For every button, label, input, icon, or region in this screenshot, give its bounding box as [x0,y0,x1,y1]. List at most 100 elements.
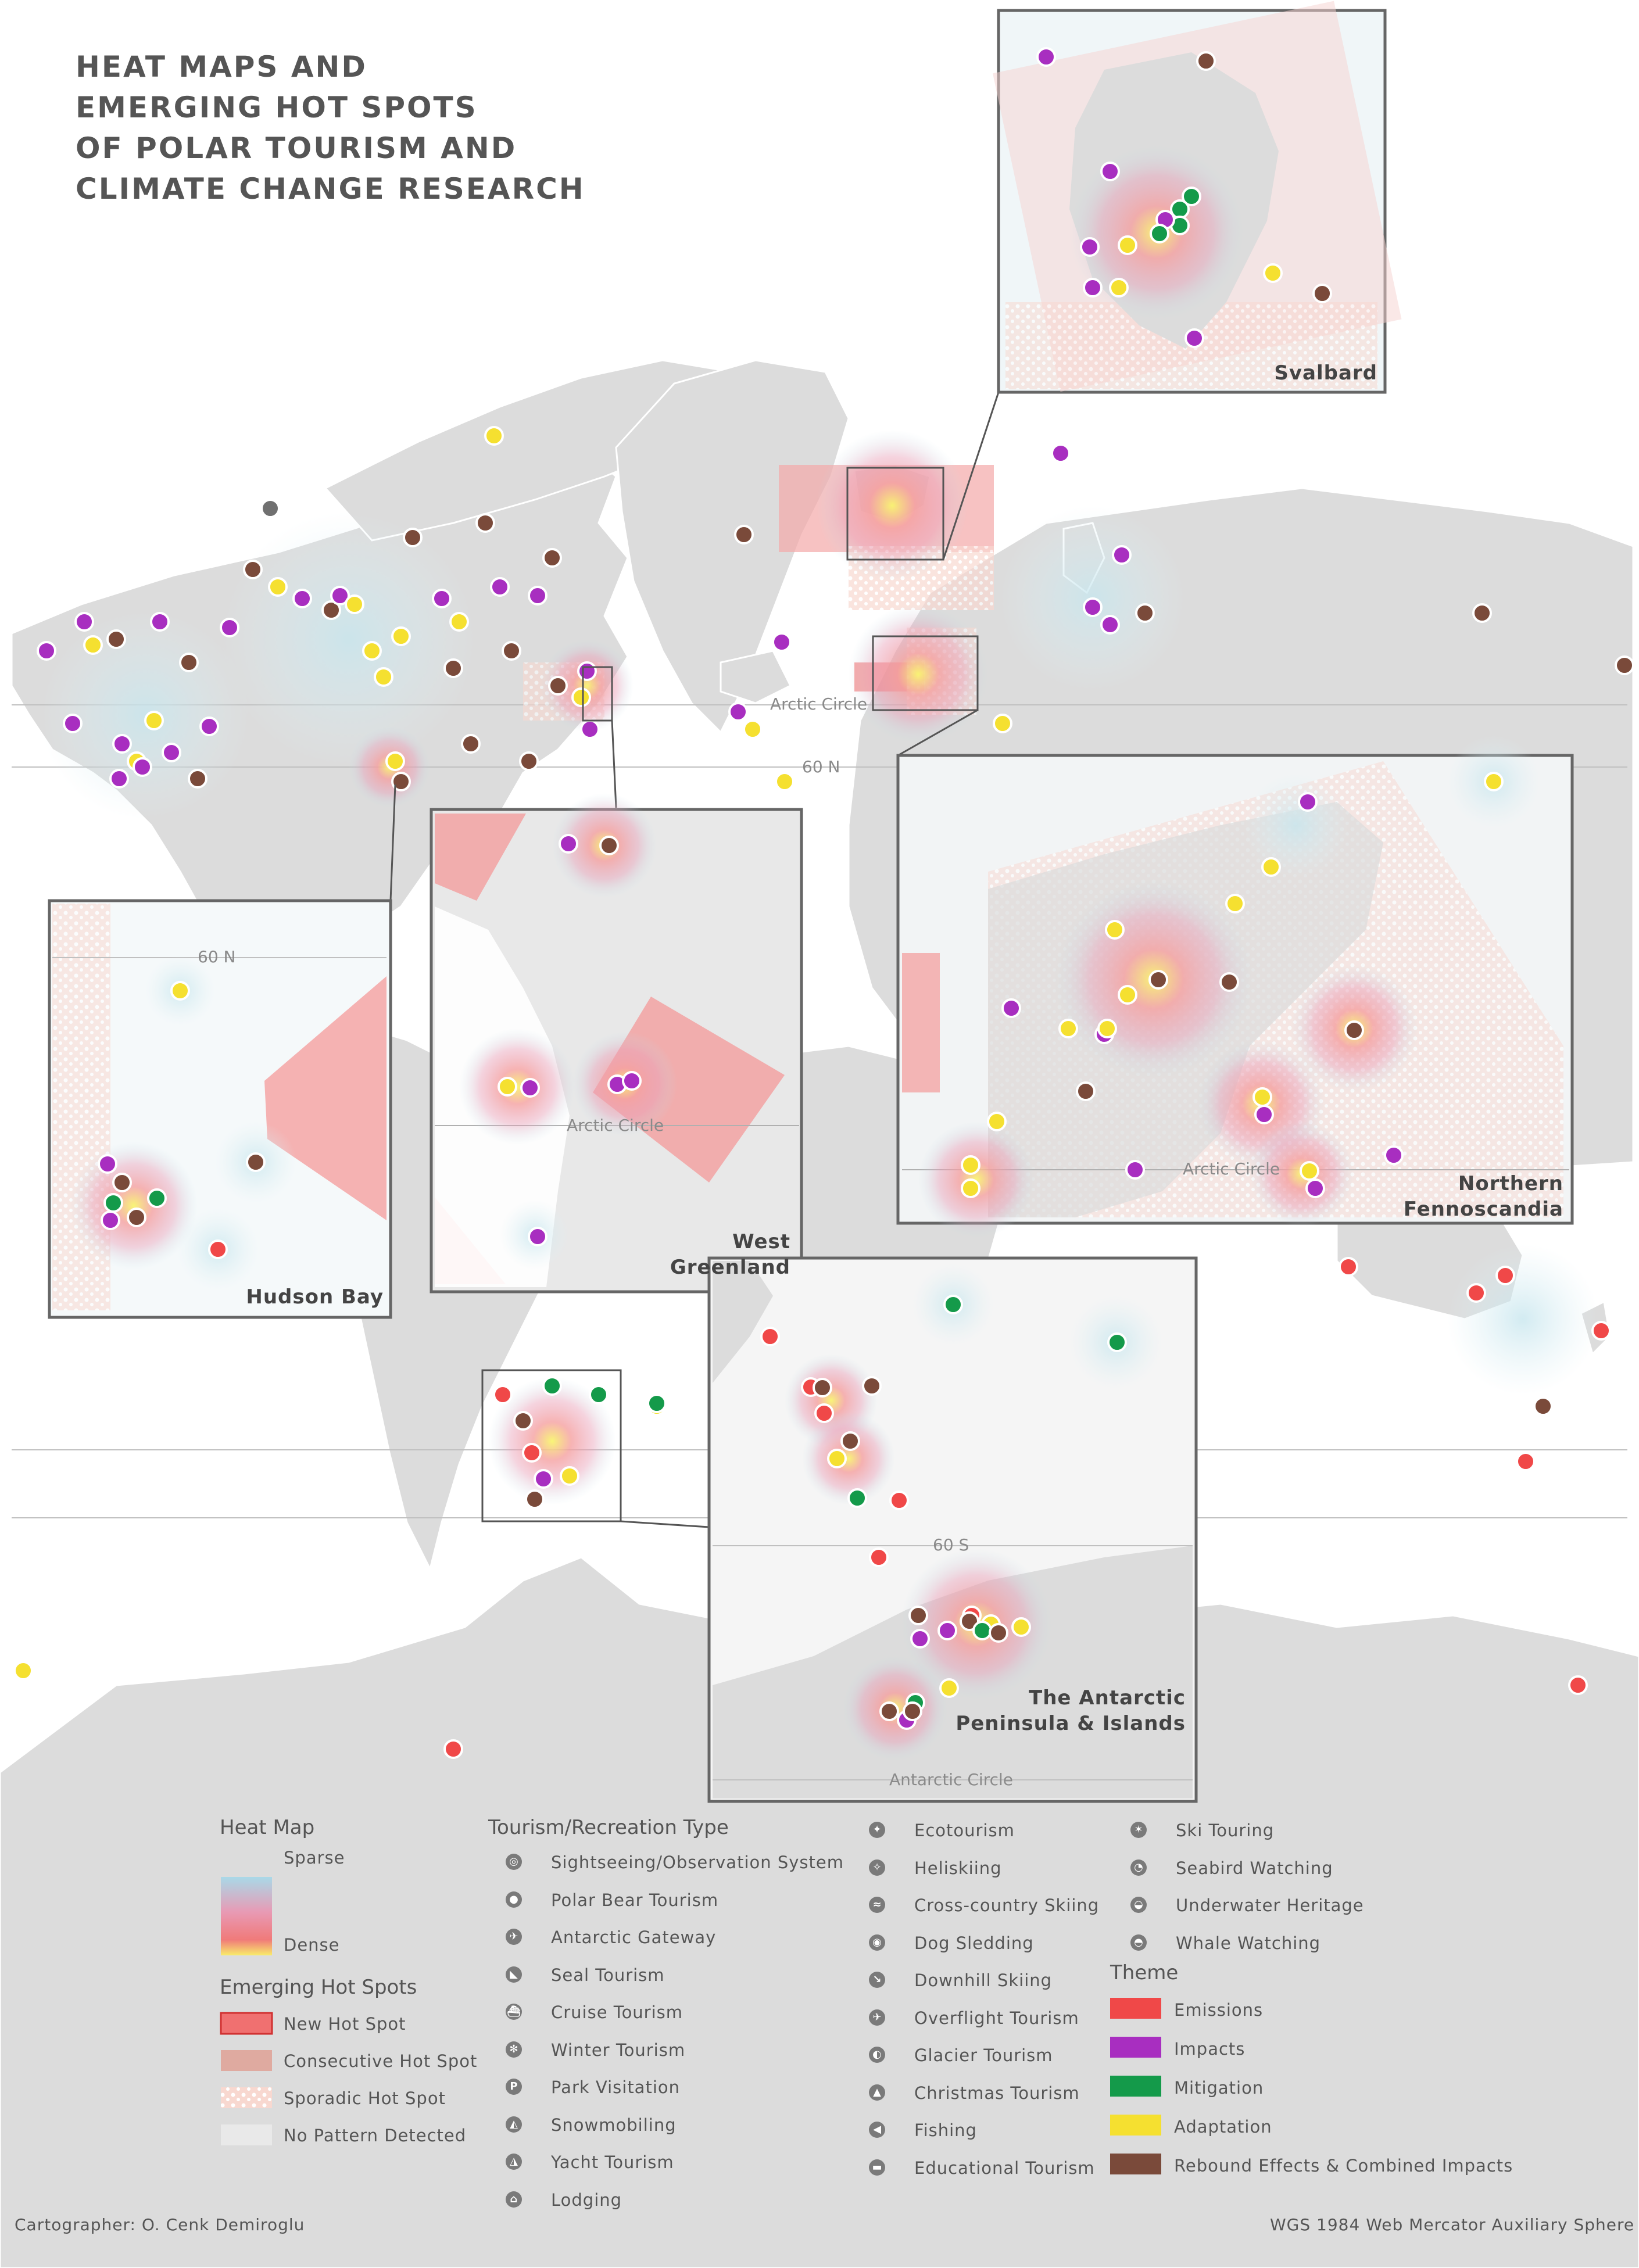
theme-label: Impacts [1174,2039,1246,2059]
map-title: HEAT MAPS AND EMERGING HOT SPOTS OF POLA… [76,46,657,209]
map-point [1125,1160,1145,1180]
map-point [519,751,539,771]
map-point [542,1376,562,1396]
map-point [1495,1266,1515,1285]
map-point [993,714,1012,733]
seal-icon: ◣ [506,1966,522,1983]
heat-blob-fennoscandia [849,604,988,744]
map-point [1083,278,1103,298]
legend-consecutive-hot-spot: Consecutive Hot Spot [284,2051,478,2071]
map-point [133,757,152,777]
inset-label-line: The Antarctic [1029,1686,1186,1710]
legend-tourism-label: Heliskiing [914,1858,1002,1878]
map-point [498,1077,517,1097]
map-point [170,981,190,1001]
map-point [1080,237,1100,257]
inset-label-line: West [732,1230,790,1253]
legend-tourism-label: Park Visitation [551,2077,681,2097]
map-point [599,836,619,855]
heat-blob-greenland [541,639,634,732]
map-point [760,1327,780,1346]
xc-ski-icon: ≈ [869,1897,885,1913]
heat-blob [802,1412,895,1505]
map-point [1261,857,1281,877]
map-point [1148,970,1168,990]
map-point [101,1210,120,1230]
map-point [1036,47,1056,67]
inset-antarctic-peninsula [707,1256,1198,1803]
legend-tourism-label: Seal Tourism [551,1965,665,1985]
map-point [525,1489,545,1509]
map-point [1533,1396,1553,1416]
legend-tourism-label: Antarctic Gateway [551,1927,717,1947]
arctic-circle-label-inset: Arctic Circle [567,1116,664,1135]
legend-tourism-label: Whale Watching [1176,1933,1321,1953]
map-point [1100,162,1120,181]
legend-tourism-label: Snowmobiling [551,2115,677,2135]
map-point [1051,443,1071,463]
greenland [615,359,850,734]
legend-tourism-label: Sightseeing/Observation System [551,1853,844,1872]
arctic-circle-label-inset: Arctic Circle [1183,1159,1280,1178]
legend-tourism-heading: Tourism/Recreation Type [488,1816,729,1839]
inset-label-svalbard: Svalbard [1274,361,1377,385]
theme-swatch [1110,2076,1161,2097]
overflight-icon: ✈ [869,2009,885,2026]
map-point [1339,1257,1358,1277]
greenland-connector [611,720,617,808]
polar-bear-icon: ● [506,1891,522,1908]
map-point [869,1547,889,1567]
theme-swatch [1110,2115,1161,2136]
map-point [943,1295,963,1314]
fennoscandia-locator [872,635,979,711]
map-point [528,586,547,605]
map-point [987,1112,1007,1131]
map-point [127,1208,146,1227]
helicopter-icon: ✧ [869,1859,885,1876]
hiker-icon: ✦ [869,1822,885,1838]
map-point [1472,603,1492,623]
camera-icon: ◎ [506,1854,522,1870]
map-point [362,641,382,661]
legend-heat-map-heading: Heat Map [220,1816,315,1839]
new-hot-spot-area [435,814,526,901]
legend-new-hot-spot: New Hot Spot [284,2014,406,2034]
map-point [1118,235,1137,255]
map-point [813,1378,832,1398]
heat-blob [70,1142,198,1270]
map-point [147,1188,167,1208]
svalbard-connector [942,392,1000,560]
svalbard-locator [846,467,944,561]
map-point [1083,597,1103,617]
legend-tourism-label: Dog Sledding [914,1933,1034,1953]
map-point [775,772,795,791]
inset-label-west-greenland: West Greenland [639,1229,790,1280]
map-point [743,719,763,739]
title-line: CLIMATE CHANGE RESEARCH [76,172,585,206]
whale-icon: ◓ [1130,1934,1147,1951]
map-point [862,1376,882,1396]
map-point [840,1431,860,1451]
map-point [1225,894,1245,913]
map-point [1058,1019,1078,1038]
map-point [162,743,181,762]
legend-tourism-label: Educational Tourism [914,2158,1095,2178]
map-point [903,1701,922,1721]
map-point [1118,985,1137,1005]
theme-label: Mitigation [1174,2078,1264,2098]
antarctic-circle-label: Antarctic Circle [889,1770,1014,1789]
map-point [449,612,469,632]
inset-svalbard [993,1,1402,394]
map-point [1252,1087,1272,1107]
map-point [484,426,504,446]
legend-sparse-label: Sparse [284,1848,345,1868]
map-point [879,1701,899,1721]
title-line: EMERGING HOT SPOTS [76,91,478,124]
map-point [559,834,578,854]
legend-tourism-label: Underwater Heritage [1176,1896,1364,1915]
heat-blob-nz [1447,1244,1598,1395]
map-point [1196,51,1216,71]
map-point [827,1449,847,1468]
south-america-tip [713,1261,773,1383]
